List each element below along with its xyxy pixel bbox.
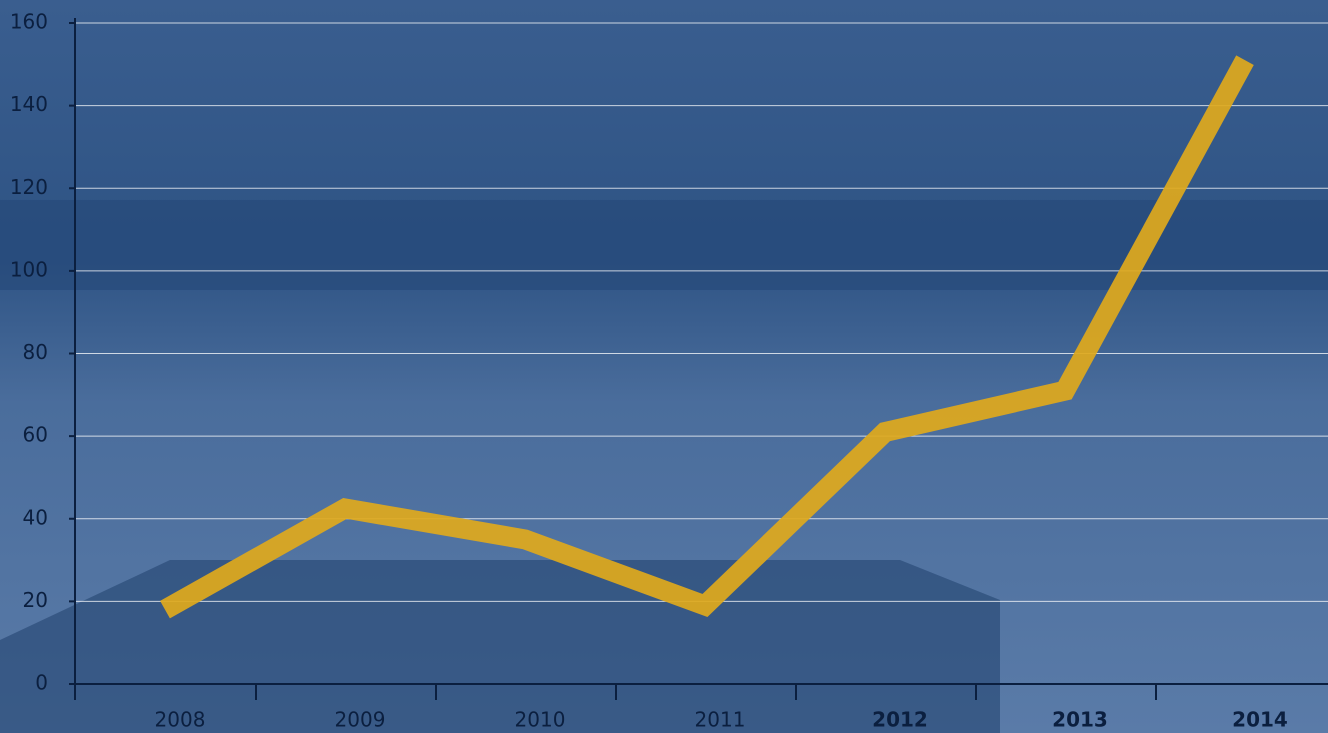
y-tick-label: 160 bbox=[10, 10, 48, 34]
x-tick-label: 2014 bbox=[1232, 708, 1288, 732]
y-tick-label: 40 bbox=[23, 505, 48, 529]
y-tick-label: 100 bbox=[10, 257, 48, 281]
x-tick-label: 2008 bbox=[155, 708, 206, 732]
y-tick-label: 0 bbox=[35, 671, 48, 695]
x-tick-label: 2010 bbox=[515, 708, 566, 732]
x-tick-label: 2013 bbox=[1052, 708, 1108, 732]
x-tick-label: 2012 bbox=[872, 708, 928, 732]
y-tick-label: 80 bbox=[23, 340, 48, 364]
page: 0 20 40 60 80 100 120 140 160 2008 2009 2010 2011 201… bbox=[0, 0, 1328, 733]
x-tick-label: 2009 bbox=[335, 708, 386, 732]
y-tick-label: 140 bbox=[10, 92, 48, 116]
y-tick-label: 20 bbox=[23, 588, 48, 612]
chart: 0 20 40 60 80 100 120 140 160 2008 2009 2010 2011 201… bbox=[0, 0, 1328, 733]
background-boat bbox=[0, 560, 1000, 733]
x-tick-label: 2011 bbox=[695, 708, 746, 732]
y-tick-label: 60 bbox=[23, 423, 48, 447]
y-tick-label: 120 bbox=[10, 175, 48, 199]
